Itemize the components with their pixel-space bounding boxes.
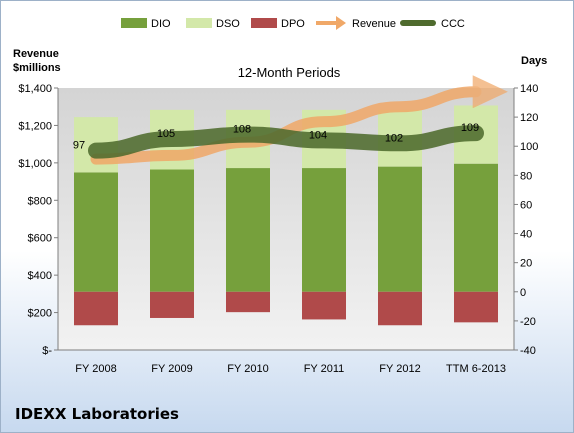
right-tick-label: 60 [520,199,532,211]
category-label: FY 2009 [151,363,192,375]
legend-swatch-dio [121,18,147,28]
legend-label-dpo: DPO [281,18,305,30]
category-label: FY 2008 [75,363,116,375]
legend-label-ccc: CCC [441,18,465,30]
dio-bar [302,168,346,292]
left-axis-title-line2: $millions [13,62,61,74]
dpo-bar [378,291,422,326]
dpo-bar [454,291,498,323]
right-tick-label: -20 [520,316,536,328]
company-name: IDEXX Laboratories [15,405,179,423]
left-tick-label: $1,400 [18,83,52,95]
right-tick-label: 100 [520,141,538,153]
ccc-data-label: 108 [233,124,251,136]
left-tick-label: $- [42,345,52,357]
legend-label-dio: DIO [151,18,171,30]
legend-label-revenue: Revenue [352,18,396,30]
dpo-bar [302,291,346,320]
dio-bar [454,163,498,292]
category-label: FY 2010 [227,363,268,375]
dio-bar [74,172,118,292]
right-tick-label: 140 [520,83,538,95]
dpo-bar [74,291,118,326]
right-tick-label: 120 [520,112,538,124]
category-label: FY 2012 [379,363,420,375]
legend-swatch-dso [186,18,212,28]
right-tick-label: 20 [520,258,532,270]
dio-bar [378,166,422,292]
left-tick-label: $1,000 [18,158,52,170]
left-tick-label: $600 [28,233,52,245]
right-axis-title: Days [521,55,547,67]
right-tick-label: -40 [520,345,536,357]
ccc-data-label: 109 [461,122,479,134]
right-tick-label: 80 [520,170,532,182]
dpo-bar [150,291,194,318]
right-tick-label: 40 [520,229,532,241]
left-tick-label: $800 [28,195,52,207]
ccc-data-label: 105 [157,128,175,140]
chart-title: 12-Month Periods [238,65,341,80]
dio-bar [150,169,194,292]
legend-swatch-dpo [251,18,277,28]
left-tick-label: $400 [28,270,52,282]
category-label: FY 2011 [304,363,345,375]
left-tick-label: $1,200 [18,120,52,132]
legend-label-dso: DSO [216,18,240,30]
ccc-data-label: 97 [73,140,85,152]
ccc-data-label: 104 [309,129,327,141]
left-tick-label: $200 [28,308,52,320]
left-axis-title-line1: Revenue [13,48,59,60]
ccc-data-label: 102 [385,132,403,144]
dpo-bar [226,291,270,313]
dio-bar [226,168,270,292]
category-label: TTM 6-2013 [446,363,506,375]
right-tick-label: 0 [520,287,526,299]
legend-swatch-revenue [316,16,346,30]
ccc-line [88,125,484,159]
